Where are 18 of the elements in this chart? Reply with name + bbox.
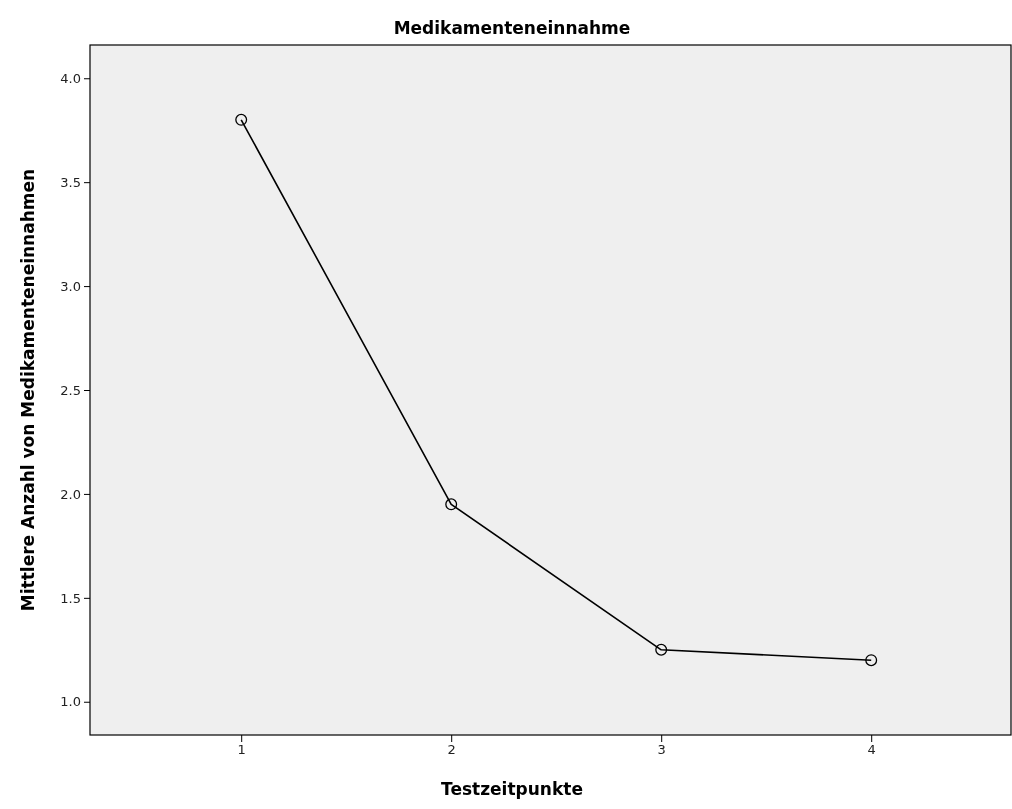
y-tick-label: 1.0	[60, 694, 81, 710]
point	[865, 654, 878, 667]
point	[235, 113, 248, 126]
y-tick-label: 3.0	[60, 278, 81, 294]
x-axis-title: Testzeitpunkte	[441, 779, 583, 799]
x-tick-label: 1	[237, 742, 246, 758]
y-axis-title: Mittlere Anzahl von Medikamenteneinnahmen	[18, 168, 38, 612]
point	[655, 643, 668, 656]
x-tick-label: 4	[867, 742, 876, 758]
y-tick-label: 4.0	[60, 70, 81, 86]
x-tick-label: 3	[657, 742, 666, 758]
y-tick-label: 1.5	[60, 590, 81, 606]
y-tick-label: 2.0	[60, 486, 81, 502]
y-tick-label: 3.5	[60, 174, 81, 190]
x-tick-label: 2	[447, 742, 456, 758]
chart-title: Medikamenteneinnahme	[393, 18, 631, 38]
y-tick-label: 2.5	[60, 382, 81, 398]
point	[445, 498, 458, 511]
